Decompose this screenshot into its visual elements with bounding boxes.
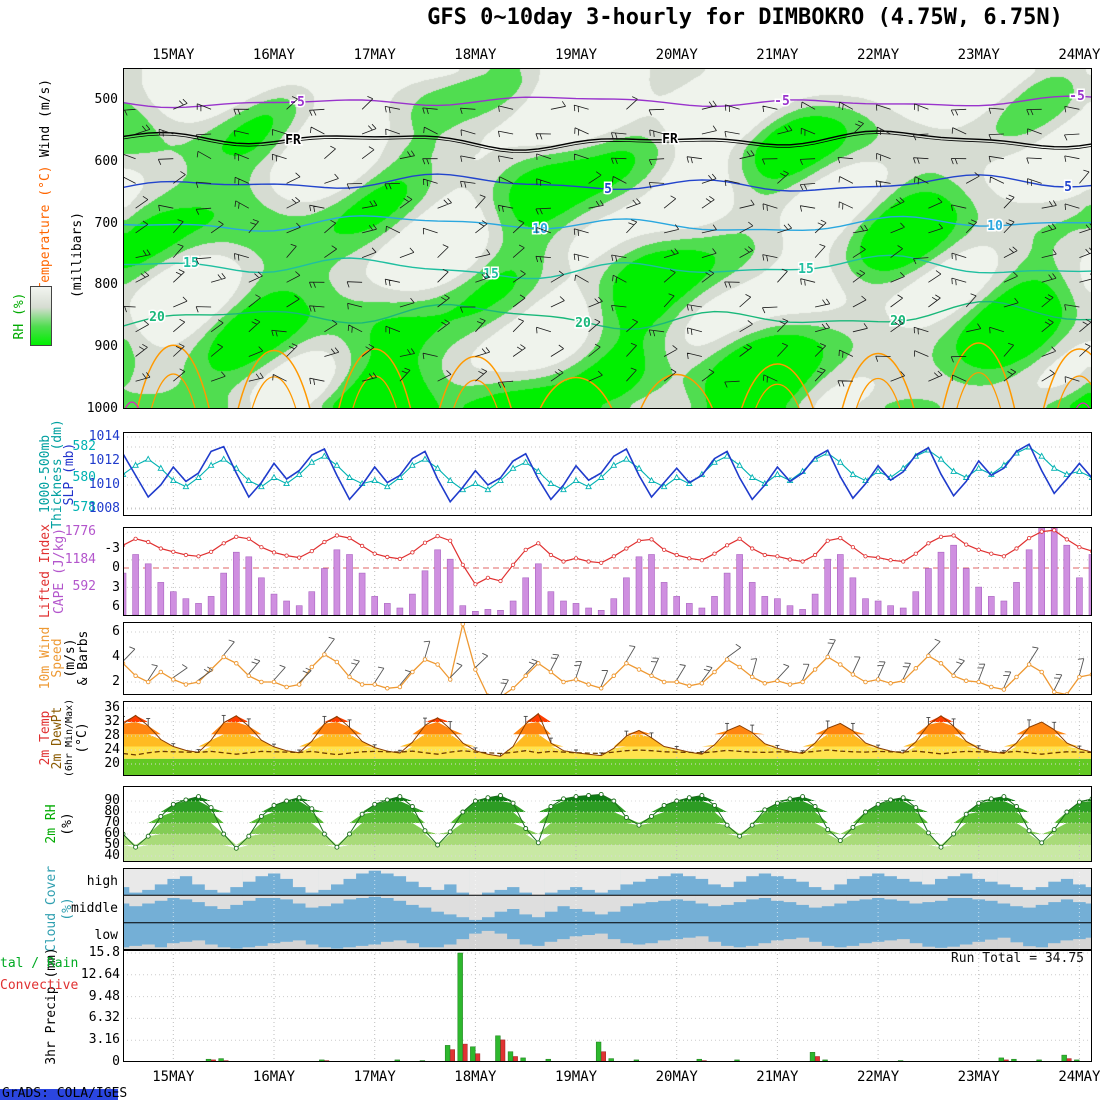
panel-2m-rh [123, 786, 1092, 862]
svg-text:20: 20 [575, 316, 591, 331]
precip-legend-convective: Convective [0, 978, 79, 993]
run-total-label: Run Total = 34.75 [950, 951, 1084, 966]
svg-text:10: 10 [532, 222, 548, 237]
svg-text:-5: -5 [1069, 89, 1085, 104]
panel-10m-wind [123, 622, 1092, 695]
svg-text:20: 20 [890, 314, 906, 329]
panel-cloud-cover-graphic [123, 868, 1092, 950]
svg-text:15: 15 [483, 267, 499, 282]
panel-2m-rh-graphic [123, 786, 1092, 862]
svg-text:15: 15 [183, 256, 199, 271]
panel-3hr-precip [123, 950, 1092, 1062]
rh-shading-canvas [123, 68, 1092, 409]
panel-10m-wind-graphic [123, 622, 1092, 695]
grads-logo-bar [0, 1089, 118, 1100]
svg-text:5: 5 [1064, 180, 1072, 195]
svg-text:10: 10 [987, 219, 1003, 234]
panel-2m-temp-dewpt-graphic [123, 701, 1092, 776]
svg-text:5: 5 [604, 182, 612, 197]
precip-legend-total: tal / Rain [0, 956, 79, 971]
chart-title: GFS 0~10day 3-hourly for DIMBOKRO (4.75W… [427, 5, 1063, 30]
svg-text:20: 20 [149, 310, 165, 325]
panel-cross-section-graphic: -5 -5 -5 FR FR 5 5 10 10 15 15 15 20 20 20 [123, 68, 1092, 409]
panel-cloud-cover [123, 868, 1092, 950]
panel-slp-thickness [123, 432, 1092, 516]
rh-colorbar-legend [30, 286, 52, 346]
panel-cape-lifted-index [123, 527, 1092, 616]
panel-3hr-precip-graphic [123, 950, 1092, 1062]
panel-slp-thickness-graphic [123, 432, 1092, 516]
panel-cape-lifted-index-graphic [123, 527, 1092, 616]
panel-2m-temp-dewpt [123, 701, 1092, 776]
svg-text:-5: -5 [774, 94, 790, 109]
grads-credit: GrADS: COLA/IGES [2, 1086, 128, 1100]
svg-text:15: 15 [798, 262, 814, 277]
svg-text:-5: -5 [289, 95, 305, 110]
svg-text:FR: FR [662, 132, 678, 147]
svg-text:FR: FR [285, 133, 301, 148]
panel-cross-section: -5 -5 -5 FR FR 5 5 10 10 15 15 15 20 20 20 [123, 68, 1092, 409]
